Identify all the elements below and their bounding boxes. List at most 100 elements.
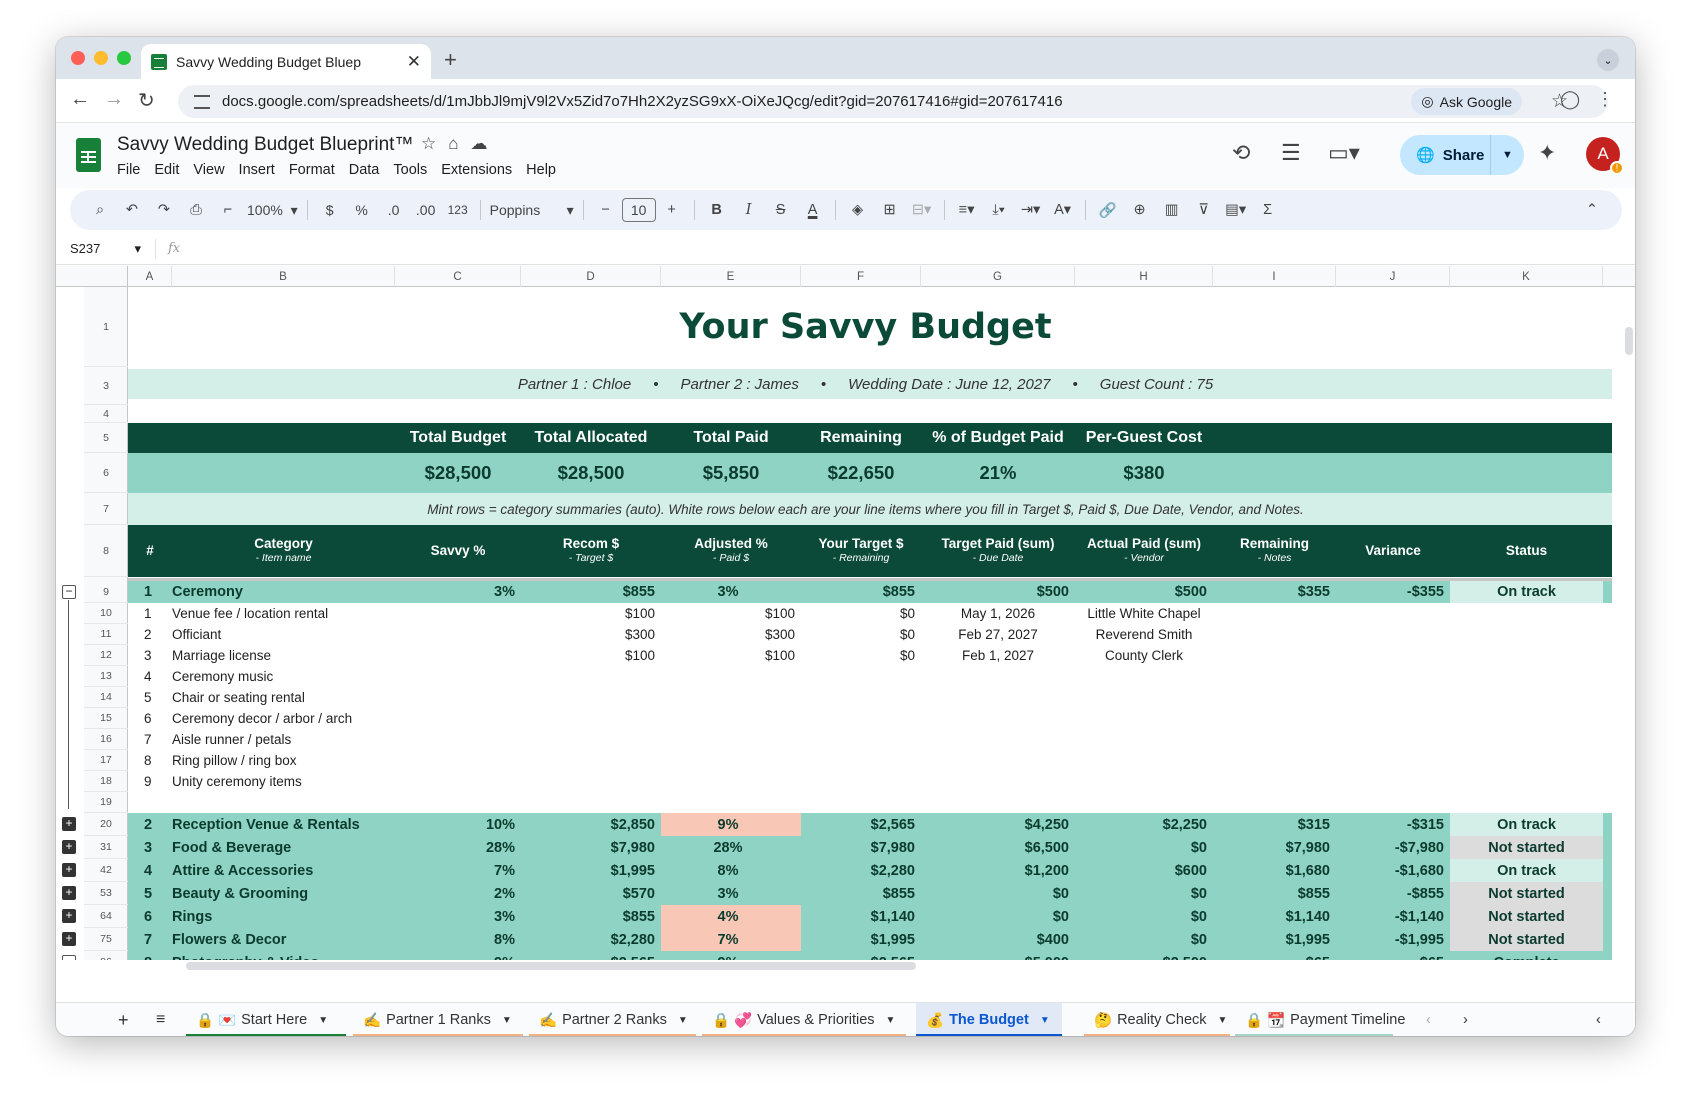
expand-group-icon[interactable]: + [62, 817, 76, 831]
menu-file[interactable]: File [117, 162, 141, 178]
kpi-value[interactable]: 21% [979, 462, 1017, 483]
item-vendor[interactable]: Reverend Smith [1095, 627, 1193, 642]
row-header-item[interactable]: 14 [84, 687, 128, 708]
sheet-tab-menu-icon[interactable]: ▼ [885, 1014, 896, 1026]
insert-comment-icon[interactable]: ⊕ [1133, 202, 1146, 218]
variance-amount[interactable]: -$1,680 [1394, 862, 1444, 879]
your-target[interactable]: $1,995 [870, 931, 915, 948]
status-cell[interactable]: On track [1497, 816, 1556, 833]
variance-amount[interactable]: -$315 [1406, 816, 1444, 833]
item-number[interactable]: 4 [144, 669, 152, 684]
savvy-percent[interactable]: 2% [494, 885, 515, 902]
expand-group-icon[interactable]: + [62, 863, 76, 877]
row-header-category[interactable]: 75 [84, 928, 128, 951]
row-header-item[interactable]: 13 [84, 666, 128, 687]
variance-amount[interactable]: -$855 [1406, 885, 1444, 902]
item-due-date[interactable] [921, 708, 1075, 729]
sheet-tab[interactable]: 🔒 💌 Start Here ▼ [186, 1003, 346, 1036]
row-header-5[interactable]: 5 [84, 423, 128, 453]
row-header-category[interactable]: 9 [84, 581, 128, 603]
recommended-amount[interactable]: $2,280 [610, 931, 655, 948]
your-target[interactable]: $855 [882, 584, 915, 600]
item-name[interactable]: Ceremony music [172, 669, 274, 684]
sheet-tab[interactable]: 🔒 💞 Values & Priorities ▼ [702, 1003, 906, 1036]
italic-icon[interactable]: I [745, 202, 752, 218]
item-name[interactable]: Chair or seating rental [172, 690, 305, 705]
your-target[interactable]: $2,565 [870, 816, 915, 833]
variance-amount[interactable]: -$1,140 [1394, 908, 1444, 925]
row-header-category[interactable]: 42 [84, 859, 128, 882]
paint-format-icon[interactable]: ⌐ [223, 202, 233, 218]
target-paid-sum[interactable]: $1,200 [1024, 862, 1069, 879]
variance-amount[interactable]: -$7,980 [1394, 839, 1444, 856]
column-header-g[interactable]: Target Paid (sum) - Due Date [921, 525, 1075, 577]
back-icon[interactable]: ← [70, 88, 90, 110]
adjusted-percent[interactable]: 7% [717, 931, 739, 948]
adjusted-percent[interactable]: 3% [717, 584, 739, 600]
savvy-percent[interactable]: 8% [494, 931, 515, 948]
info-item[interactable]: Wedding Date : June 12, 2027 [848, 375, 1051, 393]
item-number[interactable]: 7 [144, 732, 152, 747]
item-target[interactable] [521, 750, 655, 771]
insert-link-icon[interactable]: 🔗 [1098, 202, 1117, 219]
status-cell[interactable]: Not started [1488, 931, 1565, 948]
collapse-toolbar-icon[interactable]: ⌃ [1585, 202, 1599, 218]
row-header-6[interactable]: 6 [84, 453, 128, 493]
row-header-item[interactable]: 12 [84, 645, 128, 666]
item-vendor[interactable] [1075, 666, 1213, 687]
tab-search-icon[interactable]: ⌄ [1597, 49, 1619, 71]
category-name[interactable]: Beauty & Grooming [172, 885, 309, 902]
menu-insert[interactable]: Insert [238, 162, 275, 178]
your-target[interactable]: $7,980 [870, 839, 915, 856]
functions-icon[interactable]: Σ [1263, 202, 1273, 218]
version-history-icon[interactable]: ⟲ [1232, 140, 1251, 165]
col-header-d[interactable]: D [521, 266, 661, 287]
expand-group-icon[interactable]: + [62, 840, 76, 854]
item-name[interactable]: Venue fee / location rental [172, 606, 329, 621]
expand-group-icon[interactable]: + [62, 932, 76, 946]
sheet-tab[interactable]: ✍️ Partner 1 Ranks ▼ [353, 1003, 523, 1036]
remaining-amount[interactable]: $65 [1213, 951, 1330, 961]
target-paid-sum[interactable]: $0 [1052, 885, 1069, 902]
col-header-j[interactable]: J [1336, 266, 1450, 287]
actual-paid-sum[interactable]: $0 [1190, 885, 1207, 902]
merge-cells-icon[interactable]: ⊟▾ [911, 202, 932, 218]
redo-icon[interactable]: ↷ [157, 202, 171, 218]
col-header-i[interactable]: I [1213, 266, 1336, 287]
item-vendor[interactable] [1075, 771, 1213, 792]
item-paid[interactable] [661, 687, 795, 708]
item-paid[interactable] [661, 666, 795, 687]
actual-paid-sum[interactable]: $0 [1190, 931, 1207, 948]
adjusted-percent[interactable]: 8% [717, 862, 739, 879]
target-paid-sum[interactable]: $0 [1052, 908, 1069, 925]
menu-help[interactable]: Help [526, 162, 556, 178]
status-cell[interactable]: On track [1497, 584, 1556, 600]
col-header-a[interactable]: A [128, 266, 172, 287]
reload-icon[interactable]: ↻ [138, 90, 155, 112]
sheet-tab-menu-icon[interactable]: ▼ [1217, 1014, 1228, 1026]
item-number[interactable]: 5 [144, 690, 152, 705]
insert-chart-icon[interactable]: ▥ [1164, 202, 1179, 218]
kpi-label[interactable]: % of Budget Paid [932, 429, 1064, 446]
document-title[interactable]: Savvy Wedding Budget Blueprint™ [117, 134, 414, 155]
column-header-f[interactable]: Your Target $ - Remaining [801, 525, 921, 577]
col-header-b[interactable]: B [172, 266, 395, 287]
close-window-button[interactable] [71, 51, 85, 65]
column-header-e[interactable]: Adjusted % - Paid $ [661, 525, 801, 577]
scroll-tabs-right-icon[interactable]: › [1463, 1012, 1468, 1028]
item-name[interactable]: Unity ceremony items [172, 774, 302, 789]
cloud-status-icon[interactable]: ☁ [470, 134, 488, 153]
savvy-percent[interactable]: 7% [494, 862, 515, 879]
item-vendor[interactable] [1075, 729, 1213, 750]
row-header-item[interactable]: 17 [84, 750, 128, 771]
sheet-tab[interactable]: ✍️ Partner 2 Ranks ▼ [529, 1003, 696, 1036]
filter-views-icon[interactable]: ▤▾ [1225, 202, 1247, 218]
zoom-window-button[interactable] [117, 51, 131, 65]
item-paid[interactable] [661, 771, 795, 792]
row-header-8[interactable]: 8 [84, 525, 128, 577]
browser-tab[interactable]: Savvy Wedding Budget Bluep ✕ [141, 44, 431, 79]
category-number[interactable]: 5 [144, 885, 153, 902]
kpi-value[interactable]: $22,650 [827, 462, 895, 483]
vertical-align-icon[interactable]: ⤓▾ [992, 202, 1005, 218]
recommended-amount[interactable]: $855 [622, 584, 655, 600]
